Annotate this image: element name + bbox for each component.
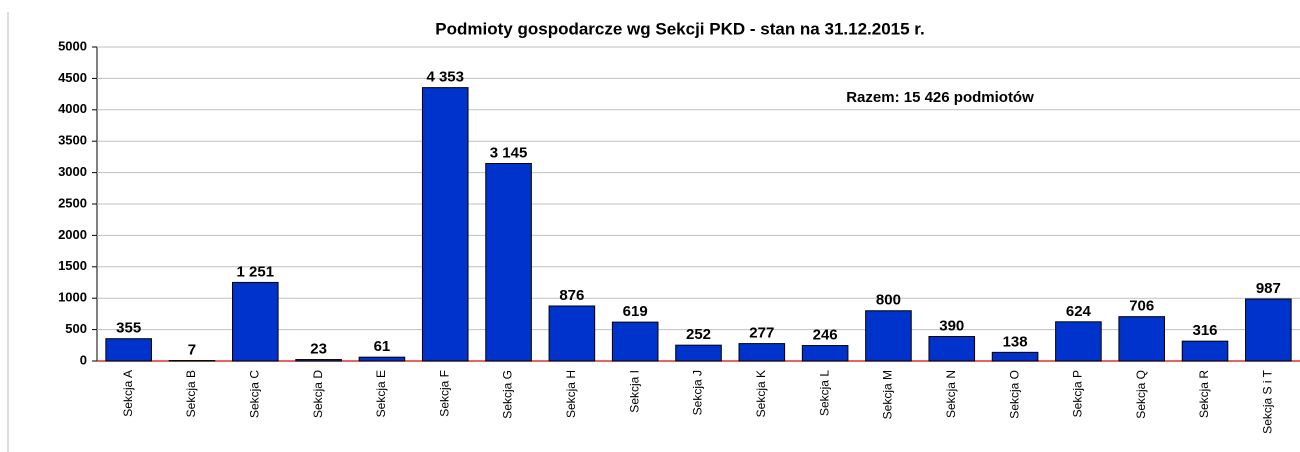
x-tick-label: Sekcja Q: [1134, 370, 1148, 419]
y-tick-label: 3000: [58, 164, 87, 179]
value-label: 355: [116, 320, 141, 337]
value-label: 246: [813, 327, 838, 344]
bar: [548, 305, 596, 362]
bar: [485, 162, 532, 362]
bar: [1055, 321, 1102, 362]
x-tick-label: Sekcja J: [691, 370, 705, 415]
bar: [358, 356, 406, 362]
value-label: 316: [1193, 322, 1218, 339]
x-tick-label: Sekcja E: [374, 370, 388, 417]
x-tick-label: Sekcja M: [881, 370, 895, 419]
bar: [295, 359, 342, 362]
value-label: 3 145: [490, 144, 528, 161]
bar: [421, 87, 469, 362]
value-label: 876: [559, 287, 584, 304]
value-label: 619: [623, 303, 648, 320]
value-label: 800: [876, 292, 901, 309]
value-label: 4 353: [426, 69, 464, 86]
bar: [928, 336, 976, 362]
x-tick-label: Sekcja N: [944, 370, 958, 418]
x-tick-label: Sekcja F: [437, 370, 451, 417]
y-tick-label: 4000: [58, 101, 87, 116]
y-tick-label: 3500: [58, 133, 87, 148]
bar: [991, 351, 1039, 362]
bar: [105, 338, 152, 362]
value-label: 706: [1129, 298, 1154, 315]
x-tick-label: Sekcja K: [754, 370, 768, 417]
bar: [675, 344, 722, 362]
value-label: 252: [686, 326, 711, 343]
x-tick-label: Sekcja S i T: [1261, 369, 1275, 433]
bar: [1181, 340, 1229, 362]
bar: [865, 310, 912, 362]
bar: [1245, 298, 1292, 362]
bar: [801, 345, 849, 362]
bar: [1118, 316, 1166, 362]
annotation: Razem: 15 426 podmiotów: [846, 89, 1034, 106]
y-tick-label: 2500: [58, 195, 87, 210]
value-label: 61: [374, 338, 391, 355]
y-tick-label: 5000: [58, 38, 87, 53]
chart-title: Podmioty gospodarcze wg Sekcji PKD - sta…: [435, 19, 924, 38]
value-label: 277: [749, 325, 774, 342]
x-tick-label: Sekcja B: [184, 370, 198, 417]
x-tick-label: Sekcja O: [1007, 370, 1021, 419]
x-tick-label: Sekcja A: [121, 370, 135, 417]
x-tick-label: Sekcja D: [311, 370, 325, 418]
value-label: 138: [1003, 333, 1028, 350]
x-tick-label: Sekcja R: [1197, 370, 1211, 418]
bar: [738, 343, 786, 362]
y-tick-label: 2000: [58, 227, 87, 242]
x-tick-label: Sekcja L: [817, 370, 831, 416]
y-tick-label: 4500: [58, 70, 87, 85]
y-tick-label: 1000: [58, 290, 87, 305]
bar: [231, 281, 279, 362]
value-label: 390: [939, 317, 964, 334]
y-tick-label: 500: [65, 321, 87, 336]
y-tick-label: 1500: [58, 258, 87, 273]
x-tick-label: Sekcja G: [501, 370, 515, 419]
x-tick-label: Sekcja C: [247, 370, 261, 418]
value-label: 624: [1066, 303, 1092, 320]
x-tick-label: Sekcja P: [1071, 370, 1085, 417]
value-label: 1 251: [237, 263, 275, 280]
value-label: 23: [310, 341, 327, 358]
value-label: 7: [188, 342, 196, 359]
value-label: 987: [1256, 280, 1281, 297]
bar: [611, 321, 659, 362]
x-tick-label: Sekcja I: [627, 370, 641, 413]
x-tick-label: Sekcja H: [564, 370, 578, 418]
y-tick-label: 0: [80, 352, 87, 367]
